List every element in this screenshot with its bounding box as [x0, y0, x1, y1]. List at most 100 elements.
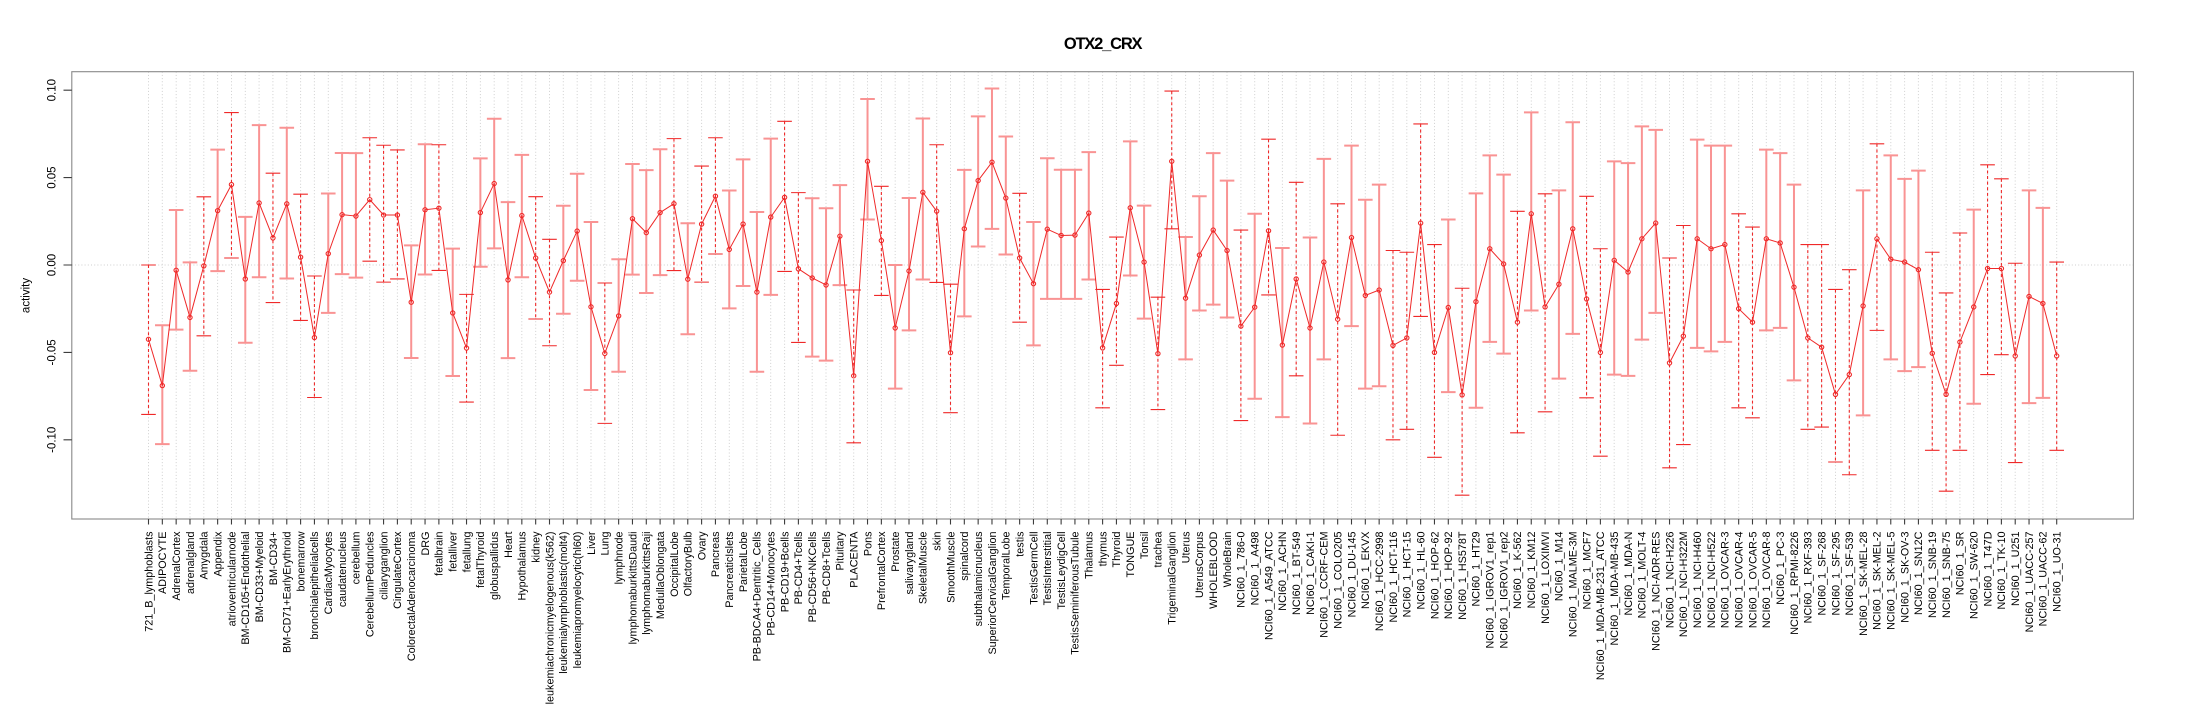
svg-text:caudatenucleus: caudatenucleus — [337, 531, 349, 607]
svg-text:NCI60_1_SK-MEL-28: NCI60_1_SK-MEL-28 — [1858, 532, 1870, 636]
svg-text:NCI60_1_MOLT-4: NCI60_1_MOLT-4 — [1637, 532, 1649, 619]
svg-text:NCI60_1_ACHN: NCI60_1_ACHN — [1277, 532, 1289, 611]
svg-text:NCI60_1_HL-60: NCI60_1_HL-60 — [1415, 532, 1427, 610]
svg-text:TrigeminalGanglion: TrigeminalGanglion — [1167, 532, 1179, 625]
svg-text:fetalbrain: fetalbrain — [434, 532, 446, 576]
svg-text:adrenalgland: adrenalgland — [185, 532, 197, 594]
svg-text:NCI60_1_EKVX: NCI60_1_EKVX — [1360, 532, 1372, 609]
svg-text:NCI60_1_HOP-62: NCI60_1_HOP-62 — [1429, 532, 1441, 620]
svg-text:SuperiorCervicalGanglion: SuperiorCervicalGanglion — [987, 532, 999, 655]
svg-text:NCI60_1_BT-549: NCI60_1_BT-549 — [1291, 532, 1303, 615]
svg-text:NCI60_1_SNB-75: NCI60_1_SNB-75 — [1941, 532, 1953, 618]
svg-text:PB-BDCA4+Dentritic_Cells: PB-BDCA4+Dentritic_Cells — [752, 531, 764, 662]
svg-text:NCI60_1_CCRF-CEM: NCI60_1_CCRF-CEM — [1319, 532, 1331, 638]
svg-text:NCI60_1_786-0: NCI60_1_786-0 — [1236, 532, 1248, 608]
svg-text:ADIPOCYTE: ADIPOCYTE — [157, 532, 169, 594]
svg-text:PrefrontalCortex: PrefrontalCortex — [876, 531, 888, 610]
svg-text:NCI60_1_CAKI-1: NCI60_1_CAKI-1 — [1305, 532, 1317, 615]
svg-text:Thalamus: Thalamus — [1084, 531, 1096, 579]
svg-text:NCI60_1_U251: NCI60_1_U251 — [2010, 532, 2022, 606]
svg-text:thymus: thymus — [1097, 531, 1109, 566]
svg-text:TestisInterstitial: TestisInterstitial — [1042, 532, 1054, 606]
svg-text:trachea: trachea — [1153, 532, 1165, 568]
svg-text:NCI60_1_COLO205: NCI60_1_COLO205 — [1332, 532, 1344, 629]
svg-text:Liver: Liver — [586, 531, 598, 555]
svg-text:NCI60_1_DU-145: NCI60_1_DU-145 — [1346, 532, 1358, 618]
svg-text:PB-CD14+Monocytes: PB-CD14+Monocytes — [766, 531, 778, 636]
svg-text:Pancreas: Pancreas — [710, 531, 722, 577]
svg-text:NCI60_1_HCT-116: NCI60_1_HCT-116 — [1388, 532, 1400, 623]
svg-text:Amygdala: Amygdala — [199, 532, 211, 580]
svg-text:globuspallidus: globuspallidus — [489, 531, 501, 600]
svg-text:NCI60_1_OVCAR-4: NCI60_1_OVCAR-4 — [1733, 532, 1745, 629]
svg-text:ciliaryganglion: ciliaryganglion — [378, 532, 390, 600]
svg-text:UterusCorpus: UterusCorpus — [1194, 531, 1206, 598]
svg-text:PancreaticIslets: PancreaticIslets — [724, 531, 736, 608]
svg-text:Lung: Lung — [600, 532, 612, 556]
svg-text:salivarygland: salivarygland — [904, 532, 916, 595]
svg-text:NCI60_1_K-562: NCI60_1_K-562 — [1512, 532, 1524, 609]
svg-text:0.05: 0.05 — [47, 166, 59, 188]
svg-text:NCI60_1_SF-539: NCI60_1_SF-539 — [1844, 532, 1856, 616]
svg-text:Pons: Pons — [862, 531, 874, 556]
svg-text:kidney: kidney — [530, 531, 542, 563]
svg-text:NCI60_1_NCI-H522: NCI60_1_NCI-H522 — [1706, 532, 1718, 629]
svg-text:NCI60_1_OVCAR-8: NCI60_1_OVCAR-8 — [1761, 532, 1773, 629]
svg-text:NCI60_1_SK-MEL-2: NCI60_1_SK-MEL-2 — [1872, 532, 1884, 630]
svg-text:Tonsil: Tonsil — [1139, 532, 1151, 560]
svg-text:TestisGermCell: TestisGermCell — [1028, 532, 1040, 605]
svg-text:0.10: 0.10 — [47, 79, 59, 101]
svg-text:NCI60_1_NCI-H460: NCI60_1_NCI-H460 — [1692, 532, 1704, 629]
svg-text:ColorectalAdenocarcinoma: ColorectalAdenocarcinoma — [406, 532, 418, 662]
svg-text:-0.10: -0.10 — [47, 427, 59, 453]
svg-text:NCI60_1_HCC-2998: NCI60_1_HCC-2998 — [1374, 532, 1386, 632]
svg-text:Prostate: Prostate — [890, 532, 902, 572]
svg-text:721_B_lymphoblasts: 721_B_lymphoblasts — [143, 531, 155, 632]
svg-text:NCI60_1_HT29: NCI60_1_HT29 — [1471, 532, 1483, 607]
svg-text:NCI60_1_RPMI-8226: NCI60_1_RPMI-8226 — [1789, 532, 1801, 635]
svg-text:PB-CD19+Bcells: PB-CD19+Bcells — [779, 531, 791, 612]
svg-text:NCI60_1_SNB-19: NCI60_1_SNB-19 — [1927, 532, 1939, 618]
svg-text:NCI60_1_UACC-62: NCI60_1_UACC-62 — [2038, 531, 2050, 626]
svg-text:NCI60_1_PC-3: NCI60_1_PC-3 — [1775, 532, 1787, 605]
svg-text:activity: activity — [21, 278, 33, 313]
svg-text:bronchialepithelialcells: bronchialepithelialcells — [309, 531, 321, 640]
svg-text:NCI60_1_NCI-ADR-RES: NCI60_1_NCI-ADR-RES — [1651, 532, 1663, 651]
svg-text:Ovary: Ovary — [696, 531, 708, 560]
svg-text:fetallung: fetallung — [461, 532, 473, 573]
svg-text:WholeBrain: WholeBrain — [1222, 532, 1234, 588]
svg-text:PB-CD56+NKCells: PB-CD56+NKCells — [807, 531, 819, 623]
svg-text:NCI60_1_NCI-H322M: NCI60_1_NCI-H322M — [1678, 532, 1690, 638]
svg-text:CardiacMyocytes: CardiacMyocytes — [323, 531, 335, 614]
svg-text:leukemialymphoblastic(molt4): leukemialymphoblastic(molt4) — [558, 532, 570, 674]
svg-text:NCI60_1_MDA-N: NCI60_1_MDA-N — [1623, 532, 1635, 616]
svg-text:lymphomaburkittsRaji: lymphomaburkittsRaji — [641, 532, 653, 635]
svg-text:fetalliver: fetalliver — [448, 531, 460, 572]
svg-text:PB-CD8+Tcells: PB-CD8+Tcells — [821, 531, 833, 605]
svg-text:OTX2_CRX: OTX2_CRX — [1064, 35, 1143, 53]
svg-text:fetalThyroid: fetalThyroid — [475, 532, 487, 588]
svg-text:NCI60_1_OVCAR-3: NCI60_1_OVCAR-3 — [1720, 532, 1732, 629]
svg-text:skin: skin — [931, 532, 943, 551]
svg-text:TestisSeminiferousTubule: TestisSeminiferousTubule — [1070, 532, 1082, 655]
svg-text:DRG: DRG — [420, 532, 432, 556]
svg-text:lymphnode: lymphnode — [613, 532, 625, 585]
svg-text:-0.05: -0.05 — [47, 339, 59, 365]
svg-text:Thyroid: Thyroid — [1111, 532, 1123, 568]
svg-text:NCI60_1_KM12: NCI60_1_KM12 — [1526, 532, 1538, 609]
svg-text:NCI60_1_T47D: NCI60_1_T47D — [1982, 531, 1994, 606]
svg-text:OccipitalLobe: OccipitalLobe — [669, 532, 681, 597]
svg-text:NCI60_1_A549_ATCC: NCI60_1_A549_ATCC — [1263, 531, 1275, 640]
svg-text:PB-CD4+Tcells: PB-CD4+Tcells — [793, 531, 805, 605]
svg-text:NCI60_1_TK-10: NCI60_1_TK-10 — [1996, 532, 2008, 610]
svg-text:NCI60_1_OVCAR-5: NCI60_1_OVCAR-5 — [1747, 532, 1759, 629]
svg-text:Uterus: Uterus — [1180, 531, 1192, 563]
svg-text:NCI60_1_SF-268: NCI60_1_SF-268 — [1816, 532, 1828, 616]
svg-text:BM-CD71+EarlyErythroid: BM-CD71+EarlyErythroid — [282, 532, 294, 654]
svg-text:SmoothMuscle: SmoothMuscle — [945, 532, 957, 603]
svg-text:NCI60_1_M14: NCI60_1_M14 — [1554, 532, 1566, 602]
svg-text:NCI60_1_RXF-393: NCI60_1_RXF-393 — [1803, 532, 1815, 624]
svg-text:BM-CD34+: BM-CD34+ — [268, 532, 280, 586]
svg-text:NCI60_1_MALME-3M: NCI60_1_MALME-3M — [1568, 531, 1580, 637]
svg-text:Hypothalamus: Hypothalamus — [517, 531, 529, 601]
